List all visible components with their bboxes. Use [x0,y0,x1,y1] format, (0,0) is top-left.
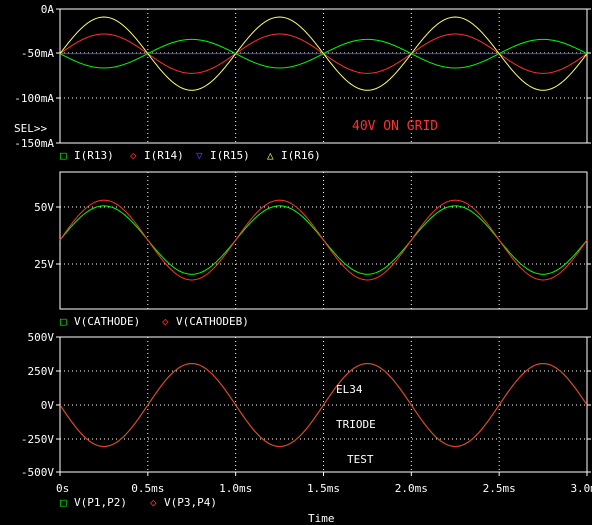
cathode-panel: 50V 25V □ V(CATHODE) ◇ V(CATHODEB) [34,171,591,328]
legend-label: I(R14) [144,149,184,162]
y-tick-label: -500V [21,466,54,479]
current-panel-grid [60,9,587,143]
y-tick-label: 50V [34,201,54,214]
legend-label: V(CATHODEB) [176,315,249,328]
x-tick-label: 3.0ms [570,482,592,495]
x-axis-label: Time [308,512,335,525]
legend-marker: ◇ [130,149,137,162]
x-tick-label: 0.5ms [131,482,164,495]
x-tick-label: 1.5ms [307,482,340,495]
x-tick-label: 0s [56,482,69,495]
sel-label[interactable]: SEL>> [14,122,47,135]
y-tick-label: 0V [41,399,55,412]
legend-marker: ◇ [162,315,169,328]
legend-label: V(P3,P4) [164,496,217,509]
annotation-test: TEST [347,453,374,466]
current-panel: 0A -50mA -100mA -150mA SEL>> 40V ON GRID □ I… [14,3,591,162]
y-tick-label: 0A [41,3,55,16]
legend-label: I(R13) [74,149,114,162]
plate-voltage-panel: 500V 250V 0V -250V -500V EL34 TRIODE TEST 0s… [21,331,592,525]
plate-voltage-panel-grid [60,337,587,472]
legend-label: V(P1,P2) [74,496,127,509]
y-tick-label: 250V [28,365,55,378]
grid-annotation: 40V ON GRID [352,119,438,134]
cathode-panel-y-ticks: 50V 25V [34,201,591,271]
legend-marker: △ [267,149,274,162]
y-tick-label: -250V [21,433,54,446]
y-tick-label: 500V [28,331,55,344]
x-tick-label: 2.0ms [395,482,428,495]
current-panel-y-ticks: 0A -50mA -100mA -150mA [14,3,591,150]
legend-marker: ▽ [196,149,203,162]
legend-label: I(R16) [281,149,321,162]
legend-label: I(R15) [210,149,250,162]
plate-voltage-panel-legend: □ V(P1,P2) ◇ V(P3,P4) [60,496,217,509]
legend-label: V(CATHODE) [74,315,140,328]
legend-marker: □ [60,496,67,509]
plate-voltage-panel-y-ticks: 500V 250V 0V -250V -500V [21,331,591,479]
x-tick-label: 2.5ms [483,482,516,495]
y-tick-label: -50mA [21,47,54,60]
legend-marker: □ [60,149,67,162]
legend-marker: ◇ [150,496,157,509]
series-line-v-p3-p4- [59,363,588,447]
current-panel-legend: □ I(R13) ◇ I(R14) ▽ I(R15) △ I(R16) [60,149,321,162]
time-axis-ticks: 0s 0.5ms 1.0ms 1.5ms 2.0ms 2.5ms 3.0ms [56,472,592,495]
annotation-el34: EL34 [336,383,363,396]
y-tick-label: -150mA [14,137,54,150]
y-tick-label: -100mA [14,92,54,105]
cathode-panel-legend: □ V(CATHODE) ◇ V(CATHODEB) [60,315,249,328]
y-tick-label: 25V [34,258,54,271]
cathode-panel-curves [59,199,588,281]
series-line-v-cathodeb- [59,199,588,281]
current-panel-curves [59,16,588,91]
legend-marker: □ [60,315,67,328]
x-tick-label: 1.0ms [219,482,252,495]
plate-voltage-panel-curves [59,363,588,447]
annotation-triode: TRIODE [336,418,376,431]
series-line-i-r16- [59,16,588,91]
